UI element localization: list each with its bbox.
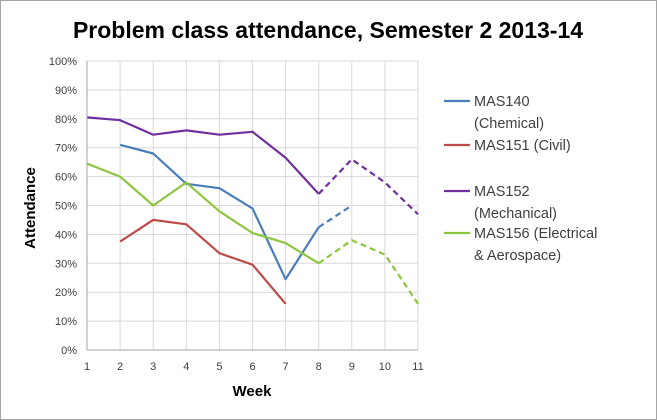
- x-tick-label: 8: [316, 361, 322, 373]
- y-tick-label: 50%: [55, 201, 77, 213]
- legend-label-mas151-civil: MAS151 (Civil): [474, 138, 571, 154]
- legend: MAS140 (Chemical) MAS151 (Civil) MAS152 (Mec…: [444, 94, 597, 264]
- x-tick-label: 5: [216, 361, 222, 373]
- x-tick-label: 4: [183, 361, 189, 373]
- y-tick-label: 0%: [61, 345, 77, 357]
- x-tick-label: 9: [349, 361, 355, 373]
- y-tick-label: 40%: [55, 229, 77, 241]
- legend-label-mas156-electrical: MAS156 (Electrical: [474, 226, 597, 242]
- y-axis-title: Attendance: [22, 167, 39, 249]
- y-tick-label: 100%: [49, 56, 77, 68]
- legend-label-mas140: (Chemical): [474, 116, 544, 132]
- x-tick-label: 7: [283, 361, 289, 373]
- legend-label-mas152: MAS152: [474, 184, 530, 200]
- legend-label-mas140: MAS140: [474, 94, 530, 110]
- series-line-mas151-civil: [119, 218, 287, 305]
- x-tick-label: 10: [379, 361, 391, 373]
- x-tick-label: 11: [412, 361, 423, 373]
- series-lines: [86, 116, 419, 305]
- legend-label-mas156-electrical: & Aerospace): [474, 248, 561, 264]
- x-tick-label: 6: [249, 361, 255, 373]
- x-tick-label: 3: [150, 361, 156, 373]
- y-tick-label: 70%: [55, 143, 77, 155]
- series-line-dashed-mas152: [317, 157, 419, 215]
- series-line-mas156-electrical: [86, 162, 320, 265]
- chart-title: Problem class attendance, Semester 2 201…: [73, 17, 583, 43]
- x-axis-title: Week: [233, 383, 273, 400]
- y-tick-label: 80%: [55, 114, 77, 126]
- series-line-dashed-mas140: [318, 204, 353, 229]
- series-line-mas152: [86, 116, 320, 195]
- series-line-dashed-mas156-electrical: [318, 238, 419, 305]
- y-tick-label: 60%: [55, 172, 77, 184]
- y-tick-label: 10%: [55, 316, 77, 328]
- series-line-mas140: [119, 143, 320, 281]
- y-tick-label: 20%: [55, 287, 77, 299]
- gridlines: [87, 60, 419, 350]
- y-tick-label: 30%: [55, 258, 77, 270]
- x-tick-label: 1: [84, 361, 90, 373]
- x-tick-label: 2: [117, 361, 123, 373]
- y-tick-label: 90%: [55, 85, 77, 97]
- legend-label-mas152: (Mechanical): [474, 206, 557, 222]
- axes: 0% 10% 20% 30% 40% 50% 60% 70% 80% 90% 100% 1 2 3 4 5 6 7…: [49, 56, 424, 373]
